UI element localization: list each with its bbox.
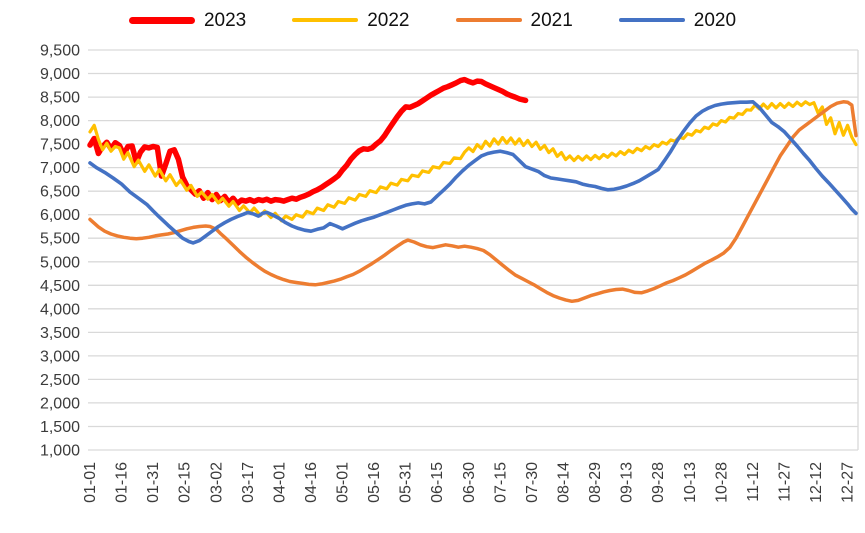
y-axis-tick-label: 8,500 [40,90,80,107]
x-axis-tick-label: 01-31 [145,462,162,503]
y-axis-tick-label: 5,500 [40,231,80,248]
y-axis-tick-label: 5,000 [40,254,80,271]
y-axis-tick-label: 4,500 [40,278,80,295]
y-axis-tick-label: 9,500 [40,43,80,60]
y-axis-tick-label: 3,000 [40,348,80,365]
x-axis-tick-label: 09-28 [650,462,667,503]
x-axis-tick-label: 04-01 [271,462,288,503]
x-axis-tick-label: 01-01 [82,462,99,503]
series-line-2020 [88,100,858,245]
y-axis-tick-label: 2,000 [40,395,80,412]
x-axis-tick-label: 10-13 [682,462,699,503]
legend-label: 2020 [693,9,737,31]
y-axis-tick-label: 8,000 [40,113,80,130]
x-axis-tick-label: 05-16 [366,462,383,503]
x-axis-tick-label: 03-17 [240,462,257,503]
y-axis-tick-label: 1,500 [40,419,80,436]
x-axis-tick-label: 11-27 [777,462,794,502]
series-line-2022 [88,100,858,223]
legend-label: 2023 [203,9,247,31]
x-axis-tick-label: 10-28 [713,462,730,503]
x-axis-tick-label: 12-12 [808,462,825,503]
y-axis-tick-label: 7,000 [40,160,80,177]
x-axis-tick-label: 06-15 [429,462,446,503]
x-axis-tick-label: 12-27 [840,462,857,503]
x-axis-tick-label: 04-16 [303,462,320,503]
legend-line-swatch-2020 [618,18,685,22]
x-axis-tick-label: 06-30 [461,462,478,503]
y-axis-tick-label: 6,500 [40,184,80,201]
legend-label: 2021 [530,9,573,31]
legend-item-2020: 2020 [618,9,737,31]
y-axis-tick-label: 6,000 [40,207,80,224]
y-axis-tick-label: 1,000 [40,443,80,460]
x-axis-tick-label: 09-13 [619,462,636,503]
y-axis-tick-label: 7,500 [40,137,80,154]
y-axis-tick-label: 4,000 [40,301,80,318]
legend-item-2021: 2021 [455,9,573,31]
series-line-2023 [87,76,529,207]
y-axis-tick-label: 3,500 [40,325,80,342]
x-axis-tick-label: 08-29 [587,462,604,503]
legend-line-swatch-2022 [292,18,359,22]
x-axis-tick-label: 03-02 [208,462,225,503]
x-axis-tick-label: 05-31 [398,462,415,503]
x-axis-tick-label: 05-01 [335,462,352,503]
x-axis-tick-label: 11-12 [745,462,762,502]
legend-item-2023: 2023 [128,9,247,31]
legend-line-swatch-2021 [455,18,522,22]
x-axis-tick-label: 07-30 [524,462,541,503]
x-axis-tick-label: 01-16 [114,462,131,503]
legend-item-2022: 2022 [292,9,410,31]
x-axis-tick-label: 08-14 [556,462,573,503]
y-axis-tick-label: 9,000 [40,66,80,83]
x-axis-tick-label: 07-15 [492,462,509,503]
legend-line-swatch-2023 [128,16,195,24]
x-axis-tick-label: 02-15 [177,462,194,503]
legend-label: 2022 [367,9,410,31]
y-axis-tick-label: 2,500 [40,372,80,389]
series-line-2021 [88,100,858,304]
chart-legend: 2023 2022 2021 2020 [0,6,865,34]
